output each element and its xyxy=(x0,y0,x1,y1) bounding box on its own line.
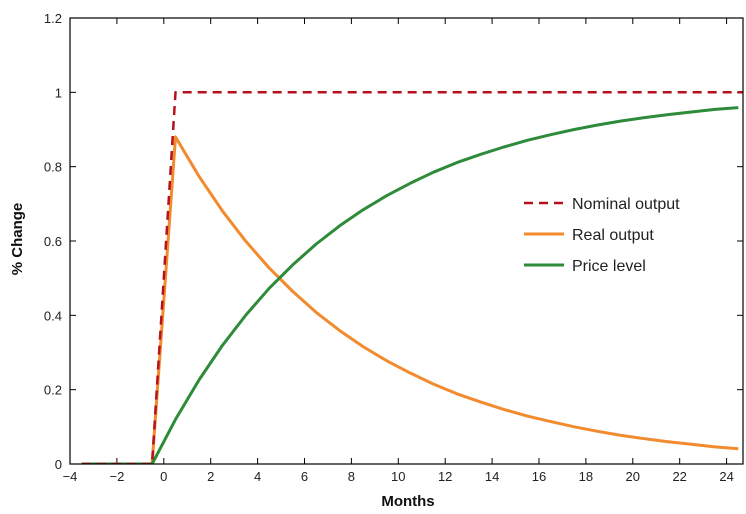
x-tick-label: 10 xyxy=(391,469,405,484)
series-line-nominal-output xyxy=(81,91,743,464)
series-line-real-output xyxy=(81,135,739,464)
x-tick-label: 12 xyxy=(438,469,452,484)
x-tick-label: 14 xyxy=(485,469,499,484)
y-axis-title: % Change xyxy=(9,203,26,276)
y-tick-label: 1.2 xyxy=(44,11,62,26)
x-tick-label: −2 xyxy=(109,469,124,484)
y-tick-label: 0 xyxy=(55,457,62,472)
legend-label: Nominal output xyxy=(572,196,680,213)
plot-frame xyxy=(69,17,744,465)
x-tick-label: 2 xyxy=(207,469,214,484)
x-tick-label: 4 xyxy=(254,469,261,484)
x-tick-label: 16 xyxy=(532,469,546,484)
x-tick-label: 18 xyxy=(579,469,593,484)
legend: Nominal output Real output Price level xyxy=(524,196,680,275)
y-tick-label: 1 xyxy=(55,85,62,100)
legend-label: Price level xyxy=(572,258,646,275)
y-tick-label: 0.8 xyxy=(44,160,62,175)
x-tick-label: 8 xyxy=(348,469,355,484)
x-tick-label: 0 xyxy=(160,469,167,484)
x-tick-label: 20 xyxy=(626,469,640,484)
series-line-price-level xyxy=(81,106,739,464)
x-tick-label: 6 xyxy=(301,469,308,484)
x-tick-label: 24 xyxy=(719,469,733,484)
y-tick-label: 0.6 xyxy=(44,234,62,249)
legend-label: Real output xyxy=(572,227,654,244)
x-tick-label: 22 xyxy=(672,469,686,484)
x-tick-label: −4 xyxy=(63,469,78,484)
y-tick-label: 0.4 xyxy=(44,308,62,323)
y-tick-label: 0.2 xyxy=(44,383,62,398)
x-axis-title: Months xyxy=(381,493,434,510)
